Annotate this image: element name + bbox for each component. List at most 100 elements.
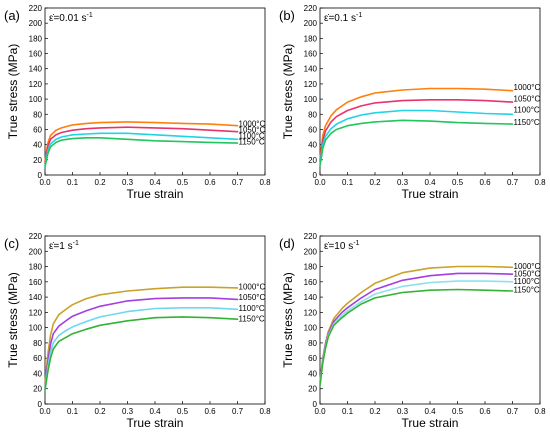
- x-axis-label: True strain: [127, 187, 184, 201]
- panel-label: (b): [279, 8, 295, 23]
- series-line-1100c: [319, 109, 514, 165]
- series-line-1000c: [44, 121, 239, 163]
- series-label-1150c: 1150°C: [239, 138, 265, 147]
- y-axis-label: True stress (MPa): [6, 272, 20, 368]
- y-tick-label: 80: [308, 339, 317, 348]
- x-tick-label: 0.7: [507, 178, 519, 187]
- series-line-1050c: [319, 99, 514, 163]
- y-tick-label: 200: [29, 19, 43, 28]
- y-tick-label: 60: [33, 125, 42, 134]
- y-tick-label: 120: [29, 308, 43, 317]
- y-tick-label: 0: [313, 400, 318, 409]
- series-label-1000c: 1000°C: [239, 282, 266, 291]
- y-tick-label: 20: [33, 385, 42, 394]
- series-label-1100c: 1100°C: [239, 132, 265, 141]
- x-tick-label: 0.7: [507, 407, 519, 416]
- series-line-1000c: [44, 286, 239, 386]
- series-line-1000c: [319, 87, 514, 161]
- y-tick-label: 140: [29, 65, 43, 74]
- x-axis-label: True strain: [402, 416, 459, 430]
- y-tick-label: 200: [304, 19, 318, 28]
- series-label-1100c: 1100°C: [514, 106, 540, 115]
- series-line-1150c: [44, 316, 239, 392]
- y-tick-label: 180: [29, 263, 43, 272]
- strain-rate-exponent: -1: [87, 12, 93, 19]
- strain-rate-exponent: -1: [353, 240, 359, 247]
- series-line-1100c: [319, 280, 514, 385]
- series-line-1150c: [319, 288, 514, 387]
- x-tick-label: 0.4: [149, 178, 161, 187]
- y-tick-label: 60: [308, 125, 317, 134]
- y-tick-label: 200: [304, 247, 318, 256]
- series-line-1100c: [44, 132, 239, 167]
- series-label-1000c: 1000°C: [514, 83, 541, 92]
- y-tick-label: 80: [308, 110, 317, 119]
- x-tick-label: 0.8: [259, 407, 271, 416]
- x-tick-label: 0.1: [342, 407, 354, 416]
- y-axis-label: True stress (MPa): [6, 44, 20, 140]
- y-tick-label: 80: [33, 339, 42, 348]
- x-tick-label: 0.6: [204, 407, 216, 416]
- x-tick-label: 0.8: [259, 178, 271, 187]
- y-tick-label: 0: [313, 171, 318, 180]
- series-label-1000c: 1000°C: [239, 119, 266, 128]
- panel-label: (d): [279, 236, 295, 251]
- y-tick-label: 120: [304, 80, 318, 89]
- strain-rate-label: ε̇=1 s-1: [49, 240, 79, 252]
- y-tick-label: 180: [29, 34, 43, 43]
- series-line-1050c: [44, 126, 239, 165]
- panel-label: (c): [4, 236, 19, 251]
- y-tick-label: 140: [29, 293, 43, 302]
- y-tick-label: 160: [29, 50, 43, 59]
- x-tick-label: 0.2: [369, 178, 381, 187]
- y-tick-label: 40: [33, 369, 42, 378]
- y-axis-label: True stress (MPa): [281, 44, 295, 140]
- plot-frame: [44, 7, 266, 176]
- x-tick-label: 0.3: [397, 407, 409, 416]
- chart-panel-0: 0.0 0.1 0.2 0.3 0.4 0.5 0.6 0.7 0.8 0 20 40 60 80 100 1…: [4, 4, 271, 201]
- y-tick-label: 20: [33, 156, 42, 165]
- series-line-1150c: [319, 119, 514, 167]
- x-tick-label: 0.5: [177, 407, 189, 416]
- strain-rate-label: ε̇=0.1 s-1: [324, 12, 362, 24]
- series-label-1050c: 1050°C: [514, 94, 541, 103]
- x-axis-label: True strain: [127, 416, 184, 430]
- y-tick-label: 40: [33, 141, 42, 150]
- series-label-1150c: 1150°C: [514, 285, 540, 294]
- series-label-1150c: 1150°C: [514, 118, 540, 127]
- series-line-1050c: [44, 297, 239, 389]
- y-tick-label: 40: [308, 141, 317, 150]
- x-tick-label: 0.0: [39, 407, 51, 416]
- y-tick-label: 100: [29, 324, 43, 333]
- strain-rate-exponent: -1: [73, 240, 79, 247]
- x-tick-label: 0.1: [342, 178, 354, 187]
- x-tick-label: 0.4: [424, 178, 436, 187]
- panel-label: (a): [4, 8, 20, 23]
- x-tick-label: 0.6: [479, 407, 491, 416]
- x-tick-label: 0.3: [122, 178, 134, 187]
- y-tick-label: 180: [304, 34, 318, 43]
- chart-panel-3: 0.0 0.1 0.2 0.3 0.4 0.5 0.6 0.7 0.8 0 20 40 60 80 100 1…: [279, 232, 546, 430]
- y-tick-label: 160: [304, 50, 318, 59]
- series-label-1050c: 1050°C: [514, 269, 541, 278]
- strain-rate-label: ε̇=10 s-1: [324, 240, 360, 252]
- y-tick-label: 100: [304, 95, 318, 104]
- x-tick-label: 0.0: [314, 178, 326, 187]
- y-tick-label: 100: [304, 324, 318, 333]
- plot-frame: [319, 7, 541, 176]
- plot-frame: [44, 235, 266, 405]
- series-line-1100c: [44, 306, 239, 390]
- series-label-1050c: 1050°C: [239, 293, 266, 302]
- series-label-1150c: 1150°C: [239, 314, 265, 323]
- x-tick-label: 0.6: [204, 178, 216, 187]
- y-tick-label: 200: [29, 247, 43, 256]
- x-tick-label: 0.6: [479, 178, 491, 187]
- y-tick-label: 220: [29, 232, 43, 241]
- x-tick-label: 0.0: [314, 407, 326, 416]
- series-line-1000c: [319, 265, 514, 382]
- x-tick-label: 0.1: [67, 178, 79, 187]
- x-axis-label: True strain: [402, 187, 459, 201]
- y-tick-label: 100: [29, 95, 43, 104]
- series-label-1000c: 1000°C: [514, 262, 541, 271]
